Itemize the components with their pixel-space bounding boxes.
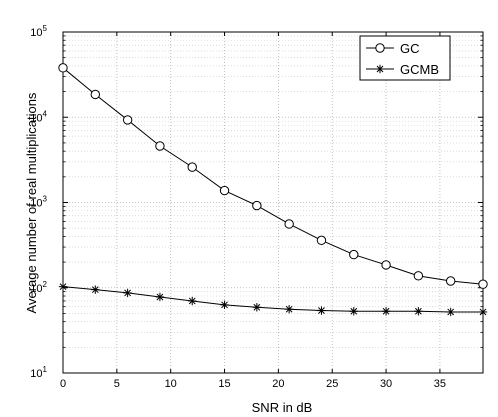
data-point [414, 307, 423, 316]
legend-box [359, 35, 451, 81]
data-point [413, 271, 424, 281]
data-point [284, 305, 294, 314]
asterisk-stroke [447, 308, 455, 316]
y-tick-label: 105 [30, 24, 47, 39]
asterisk-stroke [415, 307, 422, 315]
y-tick-label: 103 [30, 195, 47, 210]
data-point [446, 307, 455, 317]
data-point [478, 307, 488, 317]
x-tick-label: 25 [326, 378, 338, 390]
asterisk-stroke [318, 307, 325, 314]
data-point [316, 235, 327, 246]
x-tick-label: 20 [272, 378, 284, 390]
series-gc [58, 63, 488, 289]
x-tick-label: 15 [218, 378, 230, 390]
data-point [381, 260, 391, 270]
data-point [381, 307, 391, 316]
asterisk-stroke [221, 301, 228, 309]
data-point [90, 89, 101, 100]
x-axis-label: SNR in dB [252, 400, 313, 415]
legend-marker [375, 64, 385, 74]
data-point [155, 292, 165, 302]
y-tick-label: 104 [30, 109, 47, 124]
data-point [122, 115, 133, 125]
data-series [58, 63, 488, 317]
y-tick-label: 102 [30, 280, 47, 295]
data-point [252, 200, 262, 211]
legend-item-gcmb: GCMB [366, 62, 439, 77]
data-point [349, 249, 359, 260]
data-point [187, 162, 197, 172]
legend-label: GC [400, 41, 420, 56]
data-point [155, 141, 165, 151]
data-point [445, 276, 456, 286]
x-tick-labels: 0 5 10 15 20 25 30 35 [60, 378, 446, 390]
data-point [58, 63, 68, 73]
y-tick-label: 101 [30, 365, 47, 380]
legend-item-gc: GC [366, 41, 420, 56]
y-axis-label: Average number of real multiplications [24, 92, 39, 313]
grid-lines [63, 32, 483, 373]
data-point [91, 285, 100, 294]
data-point [220, 300, 229, 310]
legend: GC GCMB [359, 35, 451, 81]
series-line-gc [62, 67, 484, 285]
asterisk-stroke [253, 303, 261, 311]
asterisk-stroke [91, 286, 99, 294]
asterisk-stroke [376, 65, 384, 73]
data-point [188, 296, 197, 306]
data-point [123, 288, 132, 298]
x-tick-label: 0 [60, 378, 66, 390]
data-point [349, 307, 358, 316]
asterisk-stroke [156, 293, 164, 301]
x-tick-label: 10 [165, 378, 177, 390]
data-point [478, 279, 488, 289]
asterisk-stroke [479, 308, 487, 316]
data-point [219, 185, 230, 196]
asterisk-stroke [350, 307, 358, 315]
data-point [252, 303, 262, 312]
tick-marks [62, 31, 483, 374]
legend-marker [375, 43, 385, 53]
data-point [284, 219, 294, 229]
asterisk-stroke [285, 305, 293, 313]
legend-label: GCMB [400, 62, 439, 77]
series-gcmb [58, 282, 488, 317]
legend-items: GC GCMB [366, 41, 439, 77]
x-tick-label: 35 [434, 378, 446, 390]
y-tick-labels: 101 102 103 104 105 [30, 24, 47, 380]
data-point [317, 306, 326, 315]
asterisk-stroke [124, 289, 131, 297]
asterisk-stroke [188, 297, 196, 305]
asterisk-stroke [59, 283, 67, 291]
x-tick-label: 30 [380, 378, 392, 390]
x-tick-label: 5 [114, 378, 120, 390]
series-line-gcmb [62, 286, 483, 313]
data-point [58, 282, 68, 291]
asterisk-stroke [382, 307, 390, 315]
